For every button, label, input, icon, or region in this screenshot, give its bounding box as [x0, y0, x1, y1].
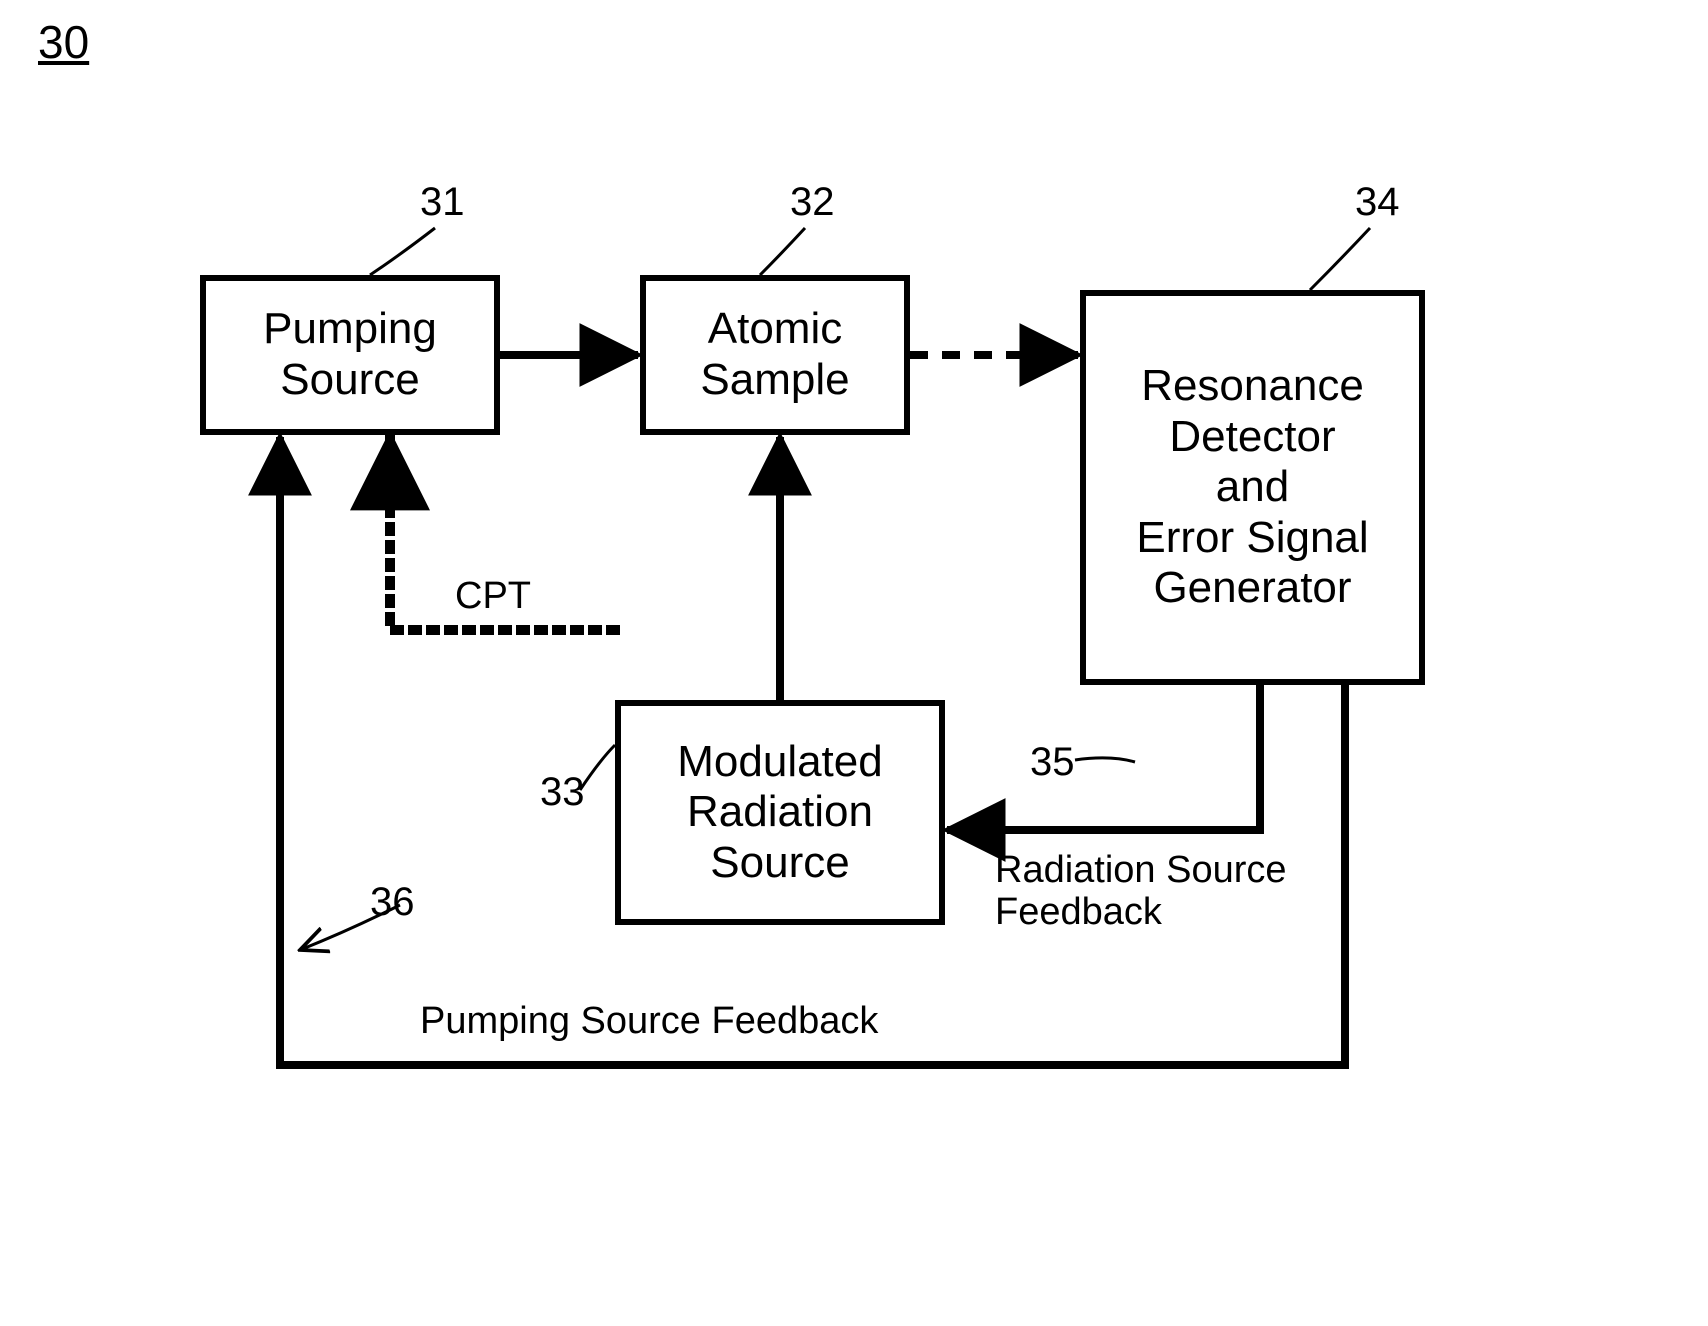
ref-35: 35	[1030, 740, 1075, 785]
leader-32	[760, 228, 805, 275]
node-pumping-source-label: PumpingSource	[263, 304, 437, 405]
label-pumping-feedback: Pumping Source Feedback	[420, 1000, 878, 1043]
ref-32: 32	[790, 180, 835, 225]
edges-overlay	[0, 0, 1708, 1326]
leader-34	[1310, 228, 1370, 290]
diagram-canvas: 30 PumpingSource AtomicSample ResonanceD…	[0, 0, 1708, 1326]
label-cpt: CPT	[455, 575, 531, 618]
edge-resonance-to-modsrc	[947, 685, 1260, 830]
leader-33	[580, 745, 615, 790]
node-pumping-source: PumpingSource	[200, 275, 500, 435]
ref-34: 34	[1355, 180, 1400, 225]
node-resonance-detector-label: ResonanceDetectorandError SignalGenerato…	[1136, 361, 1368, 614]
node-atomic-sample-label: AtomicSample	[700, 304, 849, 405]
leader-31	[370, 228, 435, 275]
node-modulated-radiation-source: ModulatedRadiationSource	[615, 700, 945, 925]
ref-33: 33	[540, 770, 585, 815]
node-atomic-sample: AtomicSample	[640, 275, 910, 435]
ref-36: 36	[370, 880, 415, 925]
figure-number: 30	[38, 15, 89, 69]
node-resonance-detector: ResonanceDetectorandError SignalGenerato…	[1080, 290, 1425, 685]
ref-31: 31	[420, 180, 465, 225]
label-radiation-feedback: Radiation SourceFeedback	[995, 850, 1287, 934]
node-modulated-radiation-source-label: ModulatedRadiationSource	[677, 737, 882, 889]
leader-35	[1075, 758, 1135, 762]
